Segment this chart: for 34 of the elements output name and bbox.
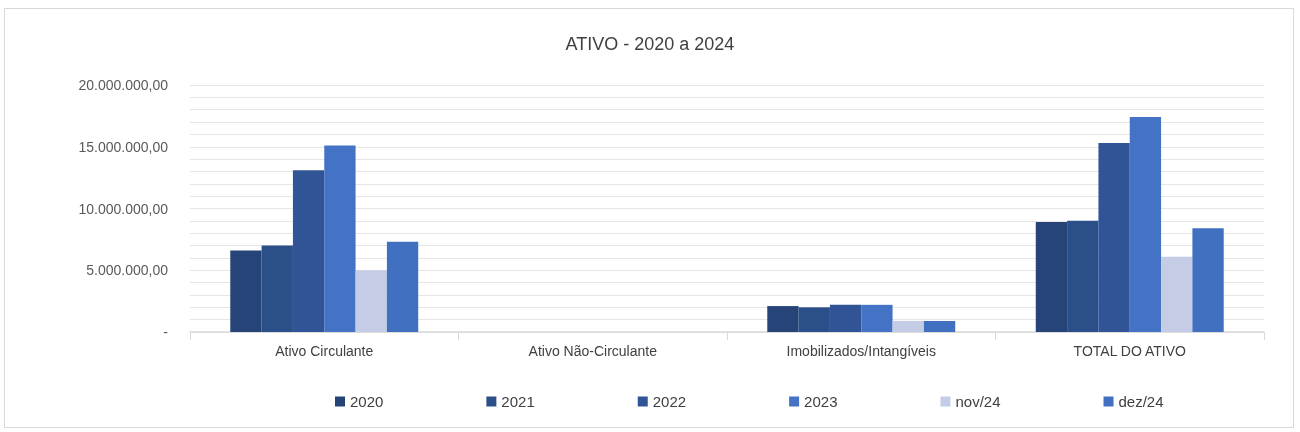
x-tick-label: Imobilizados/Intangíveis xyxy=(786,343,936,359)
legend-label: dez/24 xyxy=(1118,393,1164,410)
legend-label: 2020 xyxy=(350,393,384,410)
y-tick-label: 5.000.000,00 xyxy=(86,262,169,279)
bar xyxy=(892,320,924,332)
bar xyxy=(923,320,956,332)
bar xyxy=(1098,143,1130,332)
legend-label: 2022 xyxy=(652,393,687,410)
bar xyxy=(386,241,419,332)
bar xyxy=(355,270,387,332)
bar xyxy=(1035,222,1068,332)
y-tick-label: 15.000.000,00 xyxy=(78,138,169,155)
bar xyxy=(292,170,325,332)
y-tick-label: - xyxy=(163,324,169,340)
x-tick-label: Ativo Não-Circulante xyxy=(528,343,658,359)
bar xyxy=(261,245,293,332)
chart-title: ATIVO - 2020 a 2024 xyxy=(565,34,735,54)
bar xyxy=(767,306,799,332)
legend-label: nov/24 xyxy=(955,393,1001,410)
bar xyxy=(324,145,356,332)
x-tick-label: Ativo Circulante xyxy=(275,343,374,359)
bar xyxy=(829,304,862,332)
bar xyxy=(798,307,830,332)
bar xyxy=(1192,228,1224,332)
legend-label: 2021 xyxy=(501,393,535,410)
bar xyxy=(1067,220,1099,332)
bar xyxy=(230,250,262,332)
legend-label: 2023 xyxy=(804,393,838,410)
bar xyxy=(1129,117,1162,332)
bar xyxy=(1161,256,1193,332)
bar xyxy=(861,304,893,332)
y-tick-label: 10.000.000,00 xyxy=(78,200,169,217)
x-tick-label: TOTAL DO ATIVO xyxy=(1073,343,1186,359)
y-tick-label: 20.000.000,00 xyxy=(78,77,169,93)
